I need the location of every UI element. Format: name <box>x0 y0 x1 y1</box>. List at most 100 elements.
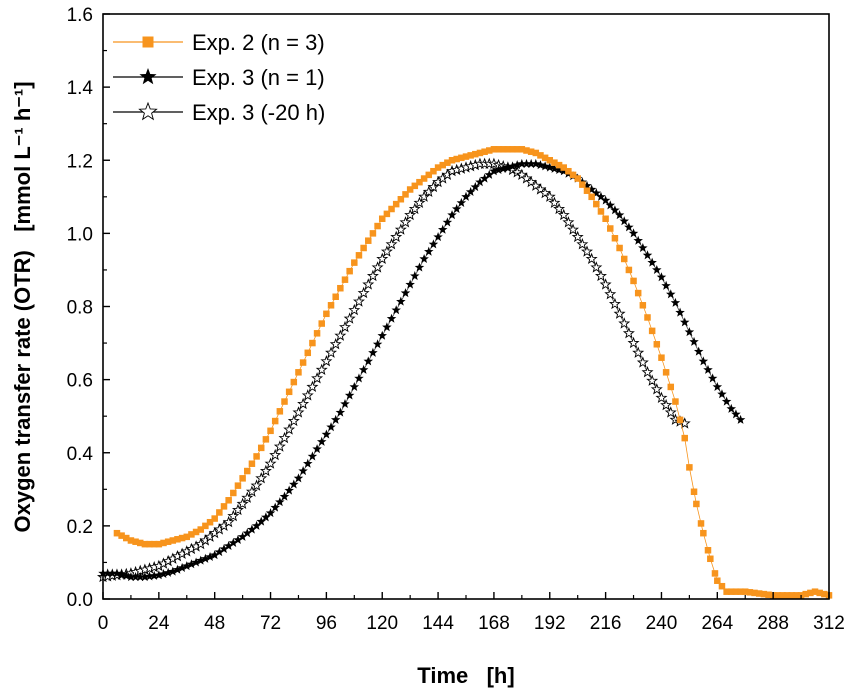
legend-entry-2: Exp. 3 (n = 1) <box>113 65 325 90</box>
data-point <box>376 252 389 265</box>
data-point <box>346 267 353 275</box>
y-tick-label: 1.0 <box>67 224 93 245</box>
data-point <box>541 154 549 162</box>
data-point <box>297 397 310 410</box>
data-point <box>411 182 419 190</box>
data-point <box>664 406 677 418</box>
data-point <box>404 208 417 221</box>
data-point <box>557 208 570 221</box>
data-point <box>253 453 260 460</box>
data-point <box>377 330 387 340</box>
data-point <box>414 262 425 272</box>
data-point <box>532 149 540 157</box>
data-point <box>430 167 437 175</box>
x-tick-label: 192 <box>534 613 566 634</box>
data-point <box>271 417 279 425</box>
data-point <box>704 547 712 554</box>
data-point <box>554 165 564 175</box>
data-point <box>372 339 383 349</box>
data-point <box>394 223 407 235</box>
data-point <box>593 200 600 208</box>
data-point <box>206 518 214 526</box>
x-tick-label: 48 <box>204 613 225 634</box>
data-point <box>726 403 737 413</box>
data-point <box>707 373 718 383</box>
data-point <box>732 588 740 595</box>
data-point <box>599 278 612 290</box>
data-point <box>281 398 288 405</box>
data-point <box>517 158 527 168</box>
data-point <box>369 230 377 237</box>
data-point <box>658 354 665 361</box>
data-point <box>374 222 381 230</box>
data-point <box>512 160 522 170</box>
data-point <box>392 200 400 208</box>
data-point <box>636 356 649 368</box>
data-point <box>177 562 187 572</box>
data-point <box>259 464 272 477</box>
data-point <box>358 364 369 374</box>
data-point <box>467 152 474 159</box>
data-point <box>262 436 270 443</box>
data-point <box>214 547 225 557</box>
data-point <box>251 520 262 530</box>
data-point <box>283 423 296 435</box>
series-3 <box>97 157 691 583</box>
data-point <box>453 155 460 163</box>
data-point <box>553 202 566 215</box>
data-point <box>551 159 558 166</box>
data-point <box>655 391 668 403</box>
data-point <box>718 582 726 590</box>
data-point <box>330 414 341 424</box>
data-point <box>518 146 526 153</box>
data-point <box>567 223 580 235</box>
x-tick-label: 0 <box>98 613 109 634</box>
data-point <box>503 162 513 172</box>
data-point <box>462 153 470 160</box>
x-tick-label: 24 <box>148 613 170 634</box>
data-point <box>476 149 484 157</box>
data-point <box>256 516 266 526</box>
data-point <box>220 503 228 510</box>
data-point <box>413 196 426 208</box>
data-point <box>188 531 195 538</box>
data-point <box>236 497 249 510</box>
data-point <box>679 317 690 327</box>
data-point <box>357 286 370 299</box>
data-point <box>255 472 268 484</box>
data-point <box>335 407 346 417</box>
y-tick-label: 0.2 <box>67 517 93 538</box>
data-point <box>261 512 271 522</box>
data-point <box>600 195 611 205</box>
data-point <box>537 152 544 159</box>
data-point <box>425 171 433 179</box>
data-point <box>223 540 234 551</box>
data-point <box>531 158 541 168</box>
data-point <box>278 431 291 444</box>
data-point <box>309 339 316 347</box>
data-point <box>523 147 530 154</box>
data-point <box>385 238 398 250</box>
data-point <box>662 369 670 376</box>
data-point <box>731 409 741 419</box>
data-point <box>653 341 661 348</box>
data-point <box>597 208 605 215</box>
data-point <box>306 380 319 393</box>
y-tick-label: 0.8 <box>67 298 93 319</box>
data-point <box>200 553 211 563</box>
data-point <box>192 528 200 536</box>
data-point <box>698 356 709 366</box>
data-point <box>549 163 560 173</box>
data-point <box>325 346 338 358</box>
data-point <box>697 520 705 527</box>
data-point <box>676 416 684 424</box>
data-point <box>802 590 809 598</box>
data-point <box>233 534 243 544</box>
data-point <box>693 346 704 356</box>
data-point <box>155 540 163 548</box>
data-point <box>405 279 415 289</box>
data-point <box>644 314 651 321</box>
data-point <box>355 252 363 259</box>
data-point <box>807 589 814 597</box>
data-point <box>344 390 355 400</box>
